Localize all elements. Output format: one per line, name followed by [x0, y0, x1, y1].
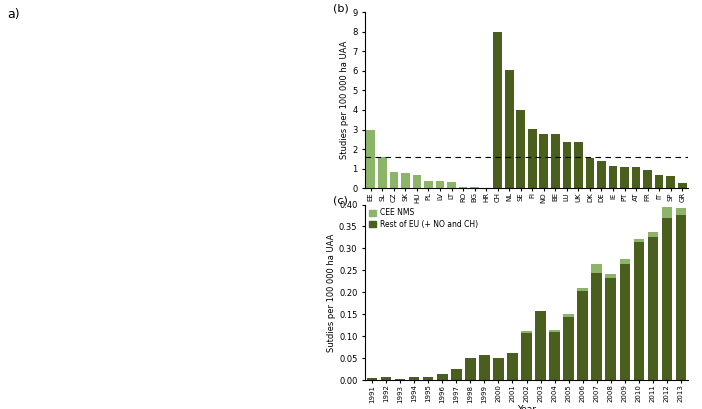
Bar [605, 274, 616, 278]
Bar [409, 377, 420, 380]
Bar [666, 176, 675, 188]
Bar [535, 311, 546, 380]
Bar [661, 207, 673, 218]
Bar [620, 259, 630, 264]
Bar [390, 171, 398, 188]
Bar [577, 291, 588, 380]
Bar [424, 181, 433, 188]
Bar [451, 369, 462, 380]
Bar [609, 166, 617, 188]
Bar [564, 315, 574, 317]
Bar [550, 330, 560, 332]
Bar [550, 332, 560, 380]
Bar [597, 161, 606, 188]
Bar [620, 166, 629, 188]
Bar [562, 142, 571, 188]
Bar [643, 170, 652, 188]
Bar [494, 357, 504, 380]
Bar [592, 264, 602, 273]
Bar [551, 135, 559, 188]
Bar [367, 378, 378, 380]
Bar [494, 32, 502, 188]
Text: (b): (b) [333, 4, 348, 13]
Bar [648, 232, 658, 236]
Bar [661, 218, 673, 380]
Bar [577, 288, 588, 291]
Bar [678, 183, 687, 188]
Bar [378, 157, 387, 188]
Bar [458, 187, 468, 188]
Text: a): a) [7, 8, 20, 21]
Bar [470, 187, 479, 188]
Bar [423, 377, 434, 380]
Bar [436, 181, 444, 188]
Bar [437, 374, 448, 380]
Bar [528, 128, 536, 188]
Bar [447, 182, 456, 188]
Bar [539, 135, 548, 188]
Bar [574, 142, 583, 188]
Bar [634, 242, 644, 380]
Bar [620, 264, 630, 380]
Bar [479, 355, 490, 380]
Y-axis label: Sutdies per 100 000 ha UAA: Sutdies per 100 000 ha UAA [327, 233, 336, 352]
Text: (c): (c) [333, 196, 347, 206]
Bar [517, 110, 525, 188]
Bar [648, 236, 658, 380]
Bar [634, 239, 644, 242]
Bar [605, 278, 616, 380]
Bar [465, 357, 476, 380]
Bar [505, 70, 514, 188]
Bar [521, 333, 532, 380]
Bar [564, 317, 574, 380]
Y-axis label: Studies per 100 000 ha UAA: Studies per 100 000 ha UAA [340, 41, 350, 160]
X-axis label: Country: Country [508, 206, 545, 215]
Bar [366, 130, 375, 188]
Bar [413, 175, 421, 188]
Bar [521, 331, 532, 333]
Bar [395, 379, 406, 380]
Bar [675, 208, 686, 216]
Bar [401, 173, 410, 188]
Bar [592, 273, 602, 380]
Bar [655, 175, 663, 188]
Bar [508, 353, 518, 380]
Legend: CEE NMS, Rest of EU (+ NO and CH): CEE NMS, Rest of EU (+ NO and CH) [369, 208, 477, 229]
Bar [675, 216, 686, 380]
Bar [380, 377, 392, 380]
X-axis label: Year: Year [517, 405, 536, 409]
Bar [632, 166, 640, 188]
Bar [585, 158, 595, 188]
